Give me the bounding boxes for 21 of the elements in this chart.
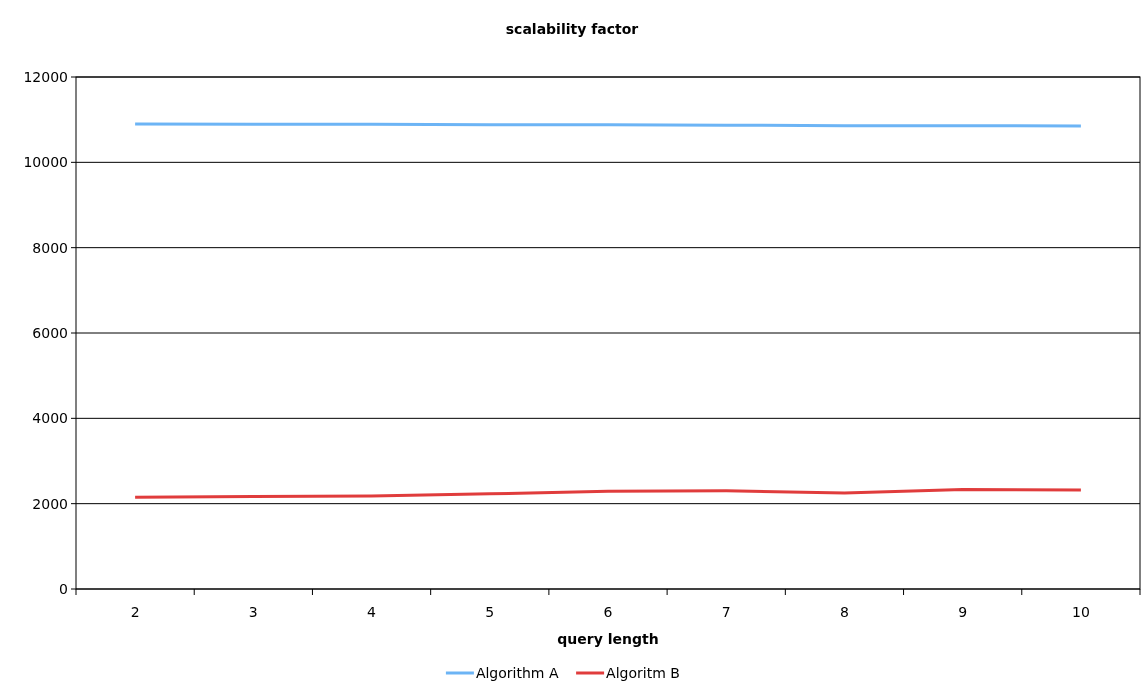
chart-title: scalability factor <box>505 21 639 37</box>
line-series <box>133 488 1083 499</box>
x-tick-label: 8 <box>839 604 849 620</box>
x-tick-label: 4 <box>367 604 377 620</box>
x-tick-label: 2 <box>130 604 140 620</box>
x-tick-label: 9 <box>958 604 968 620</box>
y-tick-label: 0 <box>59 580 68 597</box>
x-tick-label: 3 <box>248 604 258 620</box>
y-tick-label: 10000 <box>23 154 68 171</box>
y-tick-label: 4000 <box>32 410 68 427</box>
x-tick-label: 7 <box>721 604 731 620</box>
y-tick-label: 8000 <box>32 239 68 256</box>
x-axis-title: query length <box>557 631 659 647</box>
legend-label: Algorithm A <box>475 665 559 681</box>
y-tick-label: 12000 <box>23 68 68 85</box>
y-tick-label: 2000 <box>32 495 68 512</box>
x-tick-label: 5 <box>485 604 495 620</box>
y-tick-label: 6000 <box>32 324 68 341</box>
x-tick-label: 10 <box>1071 604 1090 620</box>
x-tick-label: 6 <box>603 604 613 620</box>
legend-label: Algoritm B <box>606 665 680 681</box>
